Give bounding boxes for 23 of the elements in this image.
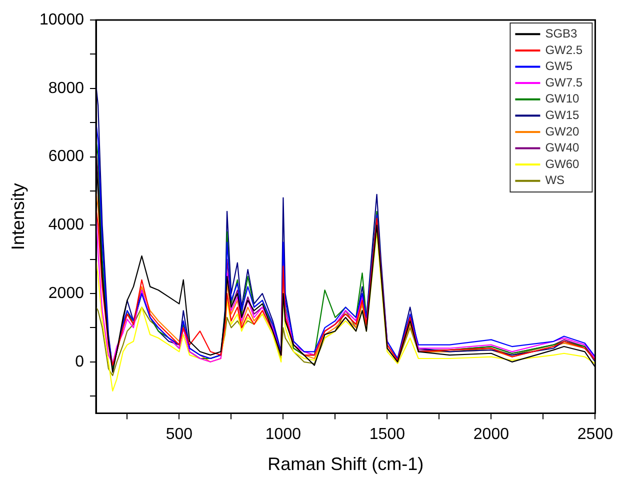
x-tick-label: 500 — [166, 426, 193, 444]
legend-label: GW40 — [545, 140, 580, 155]
x-tick-label: 2500 — [577, 426, 614, 444]
x-tick-label: 1000 — [265, 426, 302, 444]
x-tick-label: 1500 — [369, 426, 406, 444]
legend-label: GW7.5 — [545, 75, 583, 90]
y-tick-label: 4000 — [48, 216, 84, 234]
legend-label: WS — [545, 173, 565, 188]
legend-label: GW20 — [545, 124, 580, 138]
legend-label: GW5 — [545, 59, 573, 74]
x-axis-title: Raman Shift (cm-1) — [268, 454, 424, 474]
y-tick-label: 0 — [75, 353, 84, 370]
y-tick-label: 10000 — [40, 11, 84, 28]
y-tick-label: 6000 — [48, 148, 84, 166]
x-tick-label: 2000 — [473, 426, 510, 444]
legend-label: GW10 — [545, 92, 580, 106]
legend-label: GW60 — [545, 156, 580, 171]
legend-label: GW2.5 — [545, 42, 583, 57]
y-tick-label: 8000 — [48, 80, 84, 97]
y-tick-label: 2000 — [48, 284, 84, 302]
legend-label: GW15 — [545, 108, 580, 122]
y-axis-title: Intensity — [8, 183, 28, 250]
legend-label: SGB3 — [545, 26, 578, 40]
